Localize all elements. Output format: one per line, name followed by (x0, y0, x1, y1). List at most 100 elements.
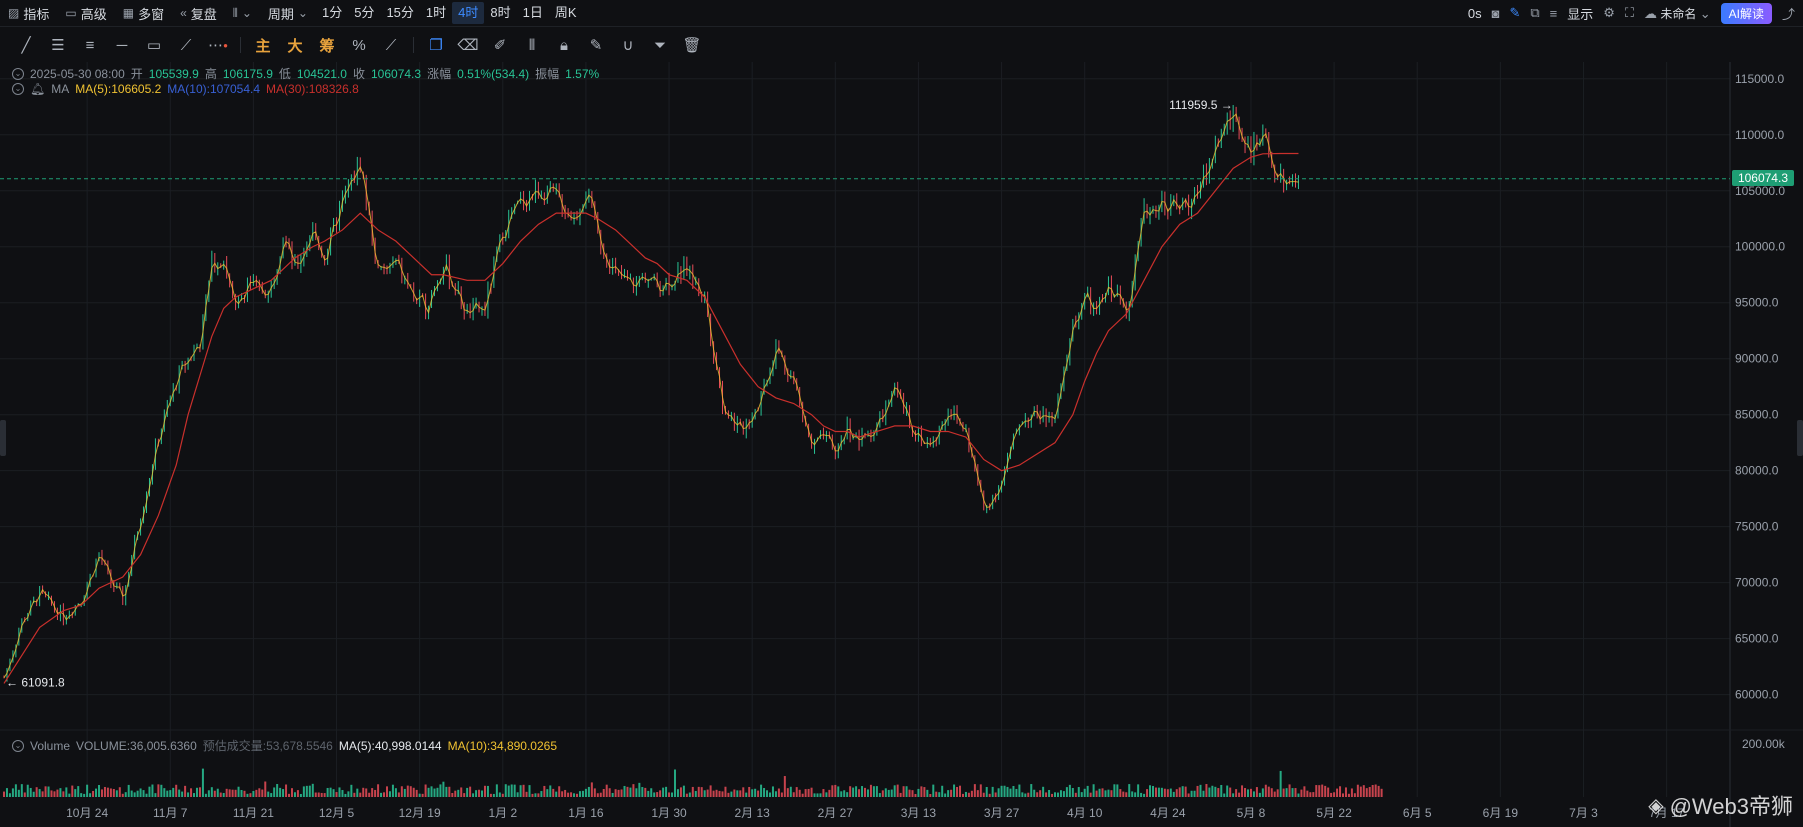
separator (413, 37, 414, 53)
parallel-channel-icon[interactable]: ≡ (85, 36, 95, 54)
volume-bar (1303, 786, 1306, 797)
chart-type-button[interactable]: ⫴ ⌄ (225, 0, 260, 26)
collapse-icon[interactable]: ⌄ (12, 67, 24, 80)
volume-bar (240, 790, 243, 797)
volume-bar (430, 786, 433, 797)
volume-bar (540, 791, 543, 797)
line-tool-icon[interactable]: ╱ (21, 37, 31, 54)
period-15m[interactable]: 15分 (386, 5, 414, 20)
popout-icon[interactable]: ⧉ (1530, 5, 1540, 20)
volume-bar (576, 793, 579, 797)
volume-bar (1110, 790, 1113, 797)
edit-icon[interactable]: ✎ (589, 37, 603, 54)
volume-bar (522, 784, 525, 797)
volume-bar (261, 789, 264, 797)
volume-bar (193, 793, 196, 797)
volume-bar (1051, 793, 1054, 797)
copy-icon[interactable]: ❐ (429, 37, 443, 54)
period-1h[interactable]: 1时 (425, 5, 447, 20)
list-icon[interactable]: ≡ (1549, 5, 1558, 21)
gear-icon[interactable]: ⚙ (1603, 5, 1615, 20)
period-1m[interactable]: 1分 (321, 5, 343, 20)
volume-bar (578, 791, 581, 797)
share-icon[interactable]: ⤴ (1781, 6, 1795, 22)
volume-bar (549, 785, 552, 797)
brush-icon[interactable]: ✐ (493, 37, 507, 54)
volume-bar (519, 785, 522, 797)
period-button[interactable]: 周期 ⌄ (267, 6, 308, 22)
indicators-button[interactable]: ▨ 指标 (8, 6, 50, 22)
volume-bar (216, 788, 219, 797)
volume-bar (8, 793, 11, 797)
eraser-icon[interactable]: ⌫ (457, 37, 479, 54)
volume-bar (1315, 785, 1318, 797)
volume-bar (1371, 784, 1374, 797)
candlestick-icon: ⫴ (232, 5, 238, 20)
volume-bar (335, 792, 338, 797)
y-tick-label: 75000.0 (1735, 520, 1779, 534)
volume-bar (905, 786, 908, 797)
period-4h[interactable]: 4时 (452, 2, 485, 24)
volume-axis-label: 200.00k (1742, 737, 1786, 751)
top-toolbar: ▨ 指标 ▭ 高级 ▦ 多窗 «复盘 ⫴ ⌄ 周期 ⌄ 1分 5分 15分 1时 4时 8… (0, 0, 1803, 27)
layout-name-button[interactable]: ☁ 未命名 ⌄ (1644, 5, 1711, 21)
price-chart[interactable]: 60000.0 65000.0 70000.0 75000.0 80000.0 85000… (0, 62, 1803, 827)
volume-bar (353, 792, 356, 797)
multi-window-button[interactable]: ▦ 多窗 (122, 6, 165, 22)
volume-bar (1181, 786, 1184, 797)
candles-icon[interactable]: ⫴ (528, 36, 536, 54)
volume-bar (308, 785, 311, 797)
volume-bar (481, 790, 484, 797)
trash-icon[interactable]: 🗑︎ (682, 37, 702, 54)
volume-bar (1312, 792, 1315, 797)
percent-tool-icon[interactable]: % (352, 36, 366, 54)
volume-bar (95, 788, 98, 797)
collapse-icon[interactable]: ⌄ (12, 83, 24, 95)
volume-bar (1184, 786, 1187, 797)
volume-bar (718, 790, 721, 797)
display-button[interactable]: 显示 (1567, 6, 1594, 22)
ai-interpret-button[interactable]: AI解读 (1720, 2, 1772, 24)
volume-bar (1134, 792, 1137, 797)
horizontal-line-icon[interactable]: ─ (116, 36, 128, 54)
more-tools-icon[interactable]: ⋯ ● (208, 37, 228, 54)
advanced-button[interactable]: ▭ 高级 (65, 6, 107, 22)
volume-bar (947, 790, 950, 797)
volume-bar (685, 793, 688, 797)
magnet-icon[interactable]: ∪ (622, 37, 634, 54)
x-tick-label: 2月 13 (734, 806, 770, 820)
period-1d[interactable]: 1日 (522, 5, 543, 20)
replay-button[interactable]: «复盘 (180, 6, 217, 22)
big-order-button[interactable]: 大 (287, 37, 303, 55)
volume-bar (1353, 793, 1356, 797)
left-panel-handle[interactable] (0, 420, 6, 456)
trend-tool-icon[interactable]: ⟋ (180, 36, 192, 54)
ruler-tool-icon[interactable]: ⟋ (385, 36, 397, 54)
volume-bar (1193, 790, 1196, 797)
fullscreen-icon[interactable]: ⛶ (1624, 5, 1635, 20)
rectangle-tool-icon[interactable]: ▭ (146, 37, 162, 54)
volume-bar (768, 792, 771, 797)
pen-icon[interactable]: ✎ (1509, 5, 1521, 20)
volume-bar (887, 789, 890, 797)
period-8h[interactable]: 8时 (490, 5, 511, 20)
chip-distribution-button[interactable]: 筹 (319, 37, 335, 55)
volume-bar (288, 793, 291, 797)
camera-icon[interactable]: ◙ (1491, 5, 1500, 21)
period-5m[interactable]: 5分 (354, 5, 375, 20)
hlines-tool-icon[interactable]: ☰ (51, 37, 65, 54)
period-1w[interactable]: 周K (554, 5, 577, 20)
volume-bar (5, 788, 8, 797)
x-tick-label: 7月 3 (1569, 806, 1598, 820)
collapse-icon[interactable]: ⌄ (12, 739, 24, 752)
y-tick-label: 70000.0 (1735, 576, 1779, 590)
volume-bar (365, 788, 368, 797)
lock-icon[interactable]: 🔒︎ (560, 36, 568, 54)
volume-bar (204, 793, 207, 797)
filter-icon[interactable]: ⏷ (653, 36, 666, 54)
last-price-tag: 106074.3 (1731, 169, 1794, 186)
main-indicator-button[interactable]: 主 (255, 37, 271, 55)
right-panel-handle[interactable] (1797, 420, 1803, 456)
bell-icon[interactable]: 🔔︎ (30, 82, 46, 96)
volume-bar (1208, 787, 1211, 797)
